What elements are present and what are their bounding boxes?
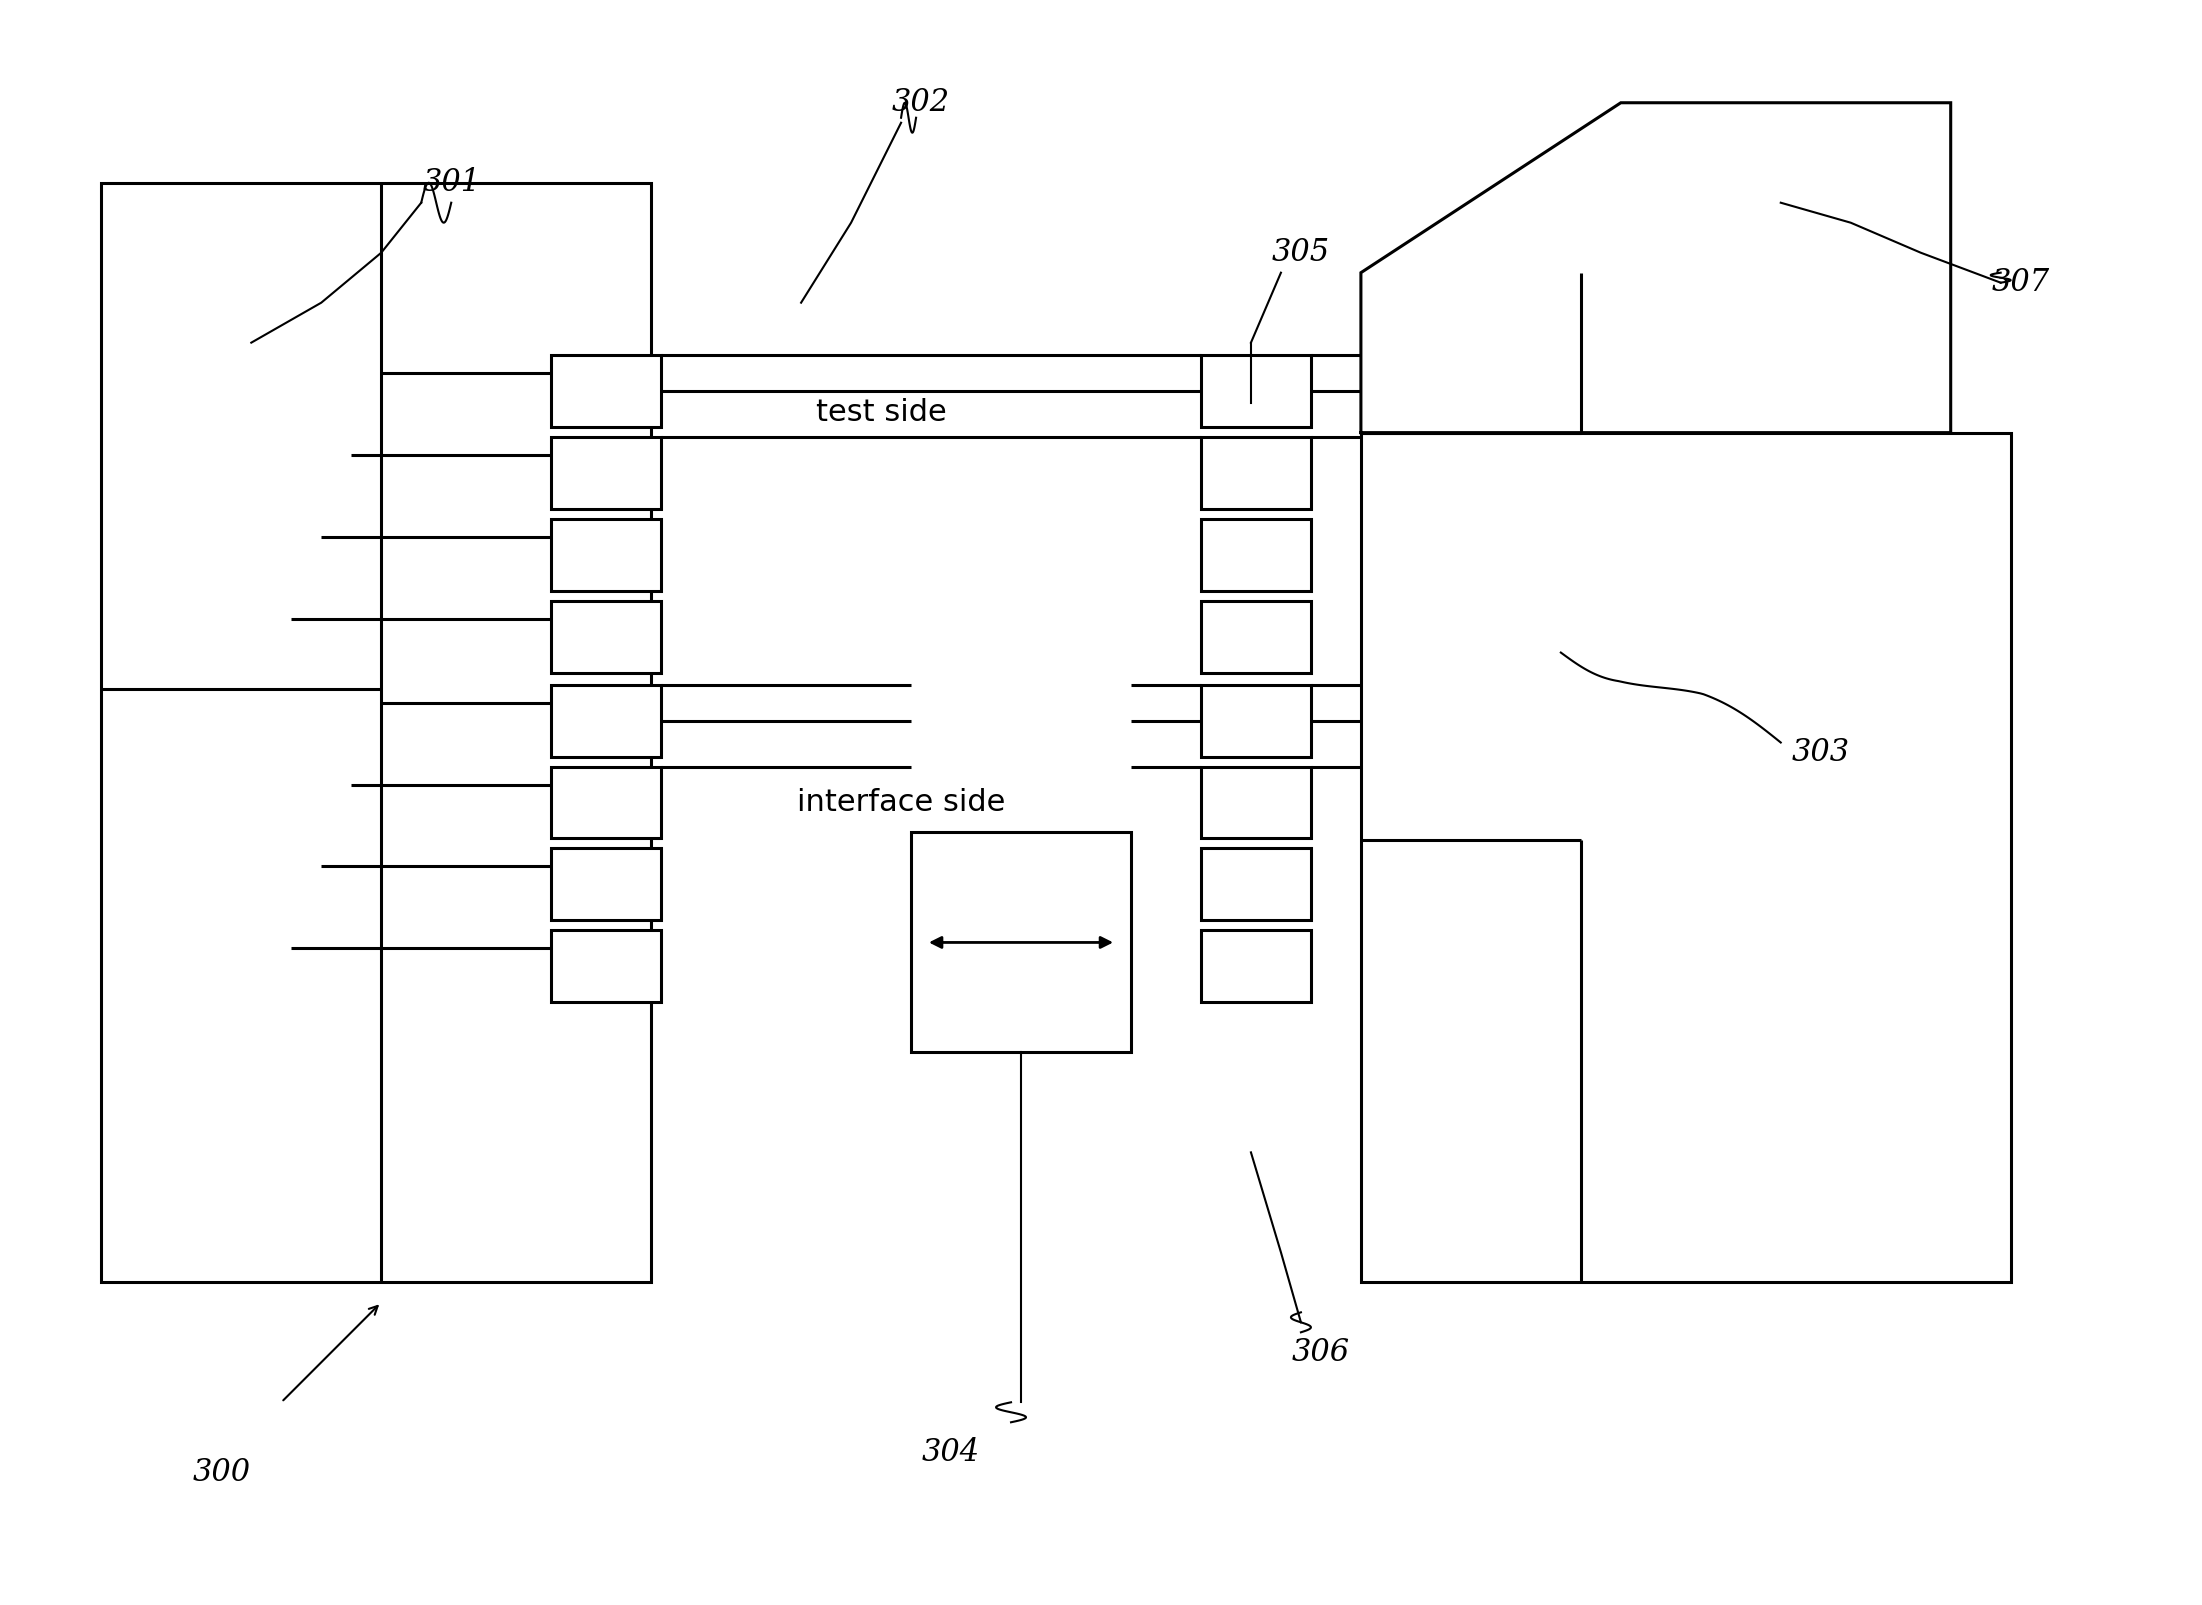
Text: 304: 304 [923, 1436, 980, 1467]
Bar [1200, 355, 1310, 427]
Text: interface side: interface side [797, 788, 1006, 817]
Text: 301: 301 [423, 167, 480, 199]
Bar [1361, 433, 2010, 1282]
Bar [1200, 931, 1310, 1003]
Bar [1200, 518, 1310, 591]
Bar [550, 518, 661, 591]
Text: test side: test side [815, 398, 947, 427]
Bar [1200, 767, 1310, 838]
Bar [550, 767, 661, 838]
Text: 305: 305 [1273, 238, 1330, 268]
Bar [550, 849, 661, 920]
Bar [1200, 685, 1310, 756]
Text: 300: 300 [192, 1457, 251, 1488]
Bar [1200, 600, 1310, 672]
Bar [1200, 849, 1310, 920]
Bar [550, 685, 661, 756]
Bar [1200, 437, 1310, 509]
Text: 303: 303 [1792, 737, 1850, 769]
Text: 306: 306 [1293, 1337, 1350, 1367]
Text: 307: 307 [1991, 266, 2050, 299]
Bar [550, 600, 661, 672]
Bar [101, 183, 652, 1282]
Bar [912, 833, 1132, 1053]
Bar [550, 355, 661, 427]
Bar [550, 931, 661, 1003]
Bar [550, 437, 661, 509]
Text: 302: 302 [892, 87, 949, 119]
